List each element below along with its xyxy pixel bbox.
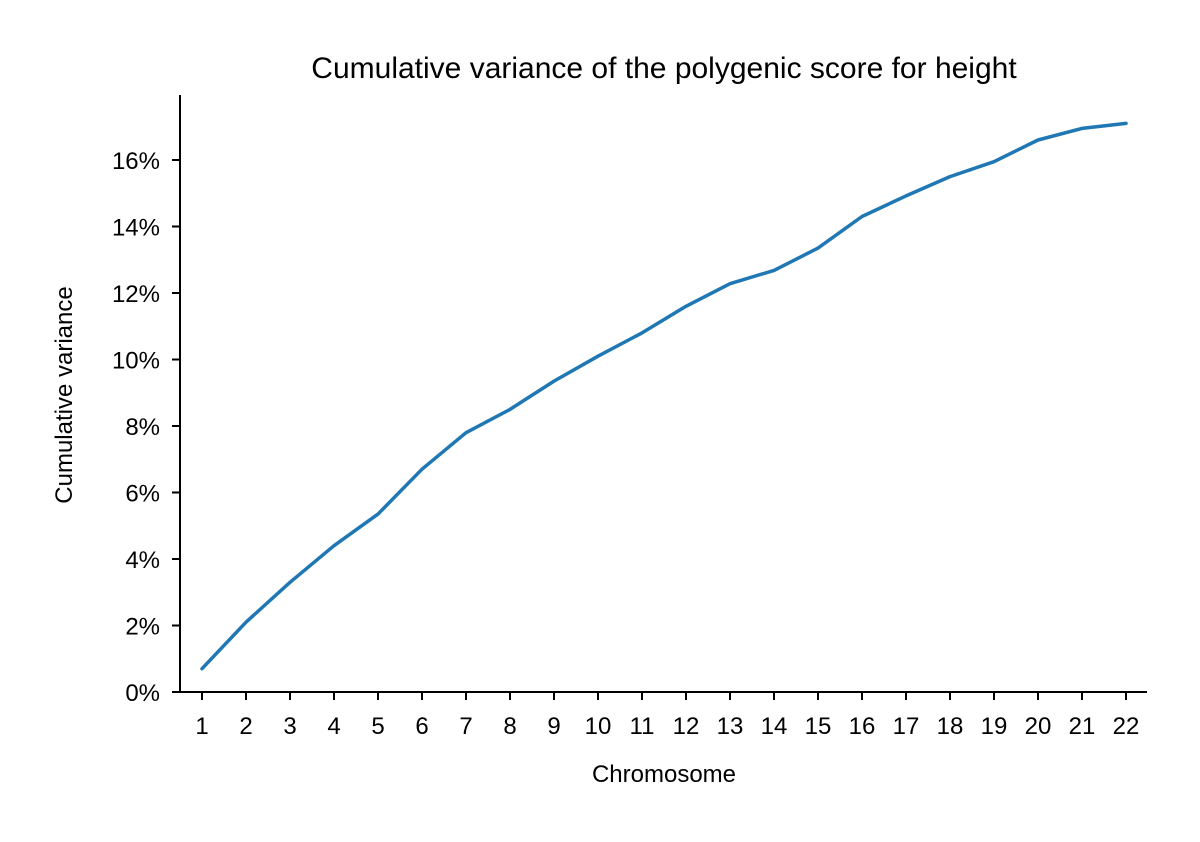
x-tick-label: 4 (327, 713, 340, 740)
y-tick-label: 10% (112, 348, 160, 375)
x-tick-label: 16 (849, 713, 876, 740)
x-tick-label: 20 (1025, 713, 1052, 740)
x-tick-label: 2 (239, 713, 252, 740)
y-tick-label: 8% (125, 414, 160, 441)
x-tick-label: 1 (195, 713, 208, 740)
y-tick-label: 14% (112, 215, 160, 242)
x-tick-label: 18 (937, 713, 964, 740)
x-tick-label: 13 (717, 713, 744, 740)
x-tick-label: 8 (503, 713, 516, 740)
y-tick-label: 6% (125, 481, 160, 508)
x-axis: 1 2 3 4 5 6 7 8 9 10 11 12 13 14 15 16 17 18 19 20 21 22 (180, 691, 1147, 740)
x-tick-label: 21 (1069, 713, 1096, 740)
series-line (200, 121, 1128, 671)
y-tick-label: 16% (112, 148, 160, 175)
x-tick-label: 9 (547, 713, 560, 740)
x-tick-label: 5 (371, 713, 384, 740)
x-tick-label: 3 (283, 713, 296, 740)
x-tick-label: 14 (761, 713, 788, 740)
y-tick-label: 4% (125, 547, 160, 574)
y-axis-label: Cumulative variance (51, 286, 78, 503)
y-axis: 0% 2% 4% 6% 8% 10% 12% 14% 16% (112, 95, 181, 707)
x-tick-label: 12 (673, 713, 700, 740)
x-tick-label: 7 (459, 713, 472, 740)
series-group (200, 121, 1128, 671)
x-tick-label: 11 (630, 713, 655, 740)
x-tick-label: 19 (981, 713, 1008, 740)
x-tick-label: 10 (585, 713, 612, 740)
x-tick-label: 6 (415, 713, 428, 740)
x-tick-label: 15 (805, 713, 832, 740)
chart-title: Cumulative variance of the polygenic sco… (311, 52, 1017, 85)
y-tick-label: 2% (125, 614, 160, 641)
x-tick-label: 17 (893, 713, 920, 740)
y-tick-label: 12% (112, 281, 160, 308)
x-axis-label: Chromosome (592, 761, 736, 788)
x-tick-label: 22 (1113, 713, 1140, 740)
y-tick-label: 0% (125, 680, 160, 707)
